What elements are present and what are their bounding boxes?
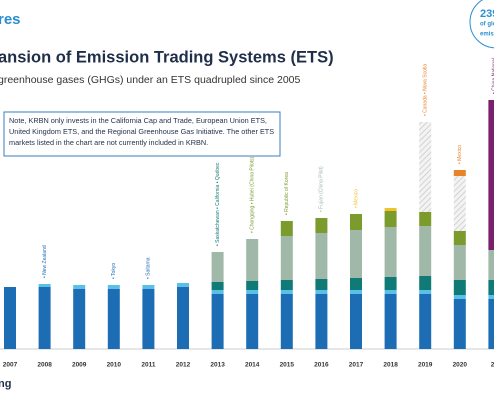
bar-segment bbox=[211, 294, 224, 349]
bar-segment bbox=[315, 233, 328, 279]
annotation: • New Zealand bbox=[42, 245, 48, 278]
bar-segment bbox=[280, 236, 293, 280]
x-tick-label: 2015 bbox=[280, 362, 295, 369]
annotation: • Mexico bbox=[457, 145, 463, 164]
note: Note, KRBN only invests in the Californi… bbox=[9, 116, 274, 147]
bar-segment bbox=[315, 294, 328, 349]
bar-segment bbox=[453, 295, 466, 299]
x-tick-label: 2020 bbox=[453, 362, 468, 369]
logo: res bbox=[0, 11, 21, 28]
bar-segment bbox=[315, 290, 328, 294]
badge-line: emis bbox=[480, 32, 494, 38]
x-tick-label: 2010 bbox=[107, 362, 122, 369]
badge-line: of glob bbox=[480, 22, 494, 28]
bar-segment bbox=[453, 176, 466, 231]
bar-segment bbox=[419, 290, 432, 294]
bar-segment bbox=[246, 294, 259, 349]
bar-segment bbox=[453, 280, 466, 295]
x-tick-label: 20 bbox=[491, 362, 494, 369]
bar-segment bbox=[280, 221, 293, 236]
bar-segment bbox=[419, 276, 432, 290]
bar-segment bbox=[384, 277, 397, 290]
chart-subtitle: greenhouse gases (GHGs) under an ETS qua… bbox=[0, 74, 301, 86]
x-tick-label: 2017 bbox=[349, 362, 364, 369]
bar-segment bbox=[280, 280, 293, 290]
bar-segment bbox=[177, 287, 189, 349]
bar-segment bbox=[142, 285, 155, 289]
annotation: • China National bbox=[492, 58, 494, 94]
bar-segment bbox=[4, 287, 16, 349]
annotation: • Republic of Korea bbox=[284, 172, 290, 215]
bar-segment bbox=[419, 122, 432, 212]
bar-segment bbox=[384, 211, 397, 227]
bar-segment bbox=[280, 294, 293, 349]
annotation: • Mexico bbox=[353, 189, 359, 208]
bar-segment bbox=[73, 289, 86, 349]
bar-segment bbox=[38, 284, 51, 287]
x-tick-label: 2014 bbox=[245, 362, 260, 369]
x-tick-label: 2019 bbox=[418, 362, 433, 369]
bar-segment bbox=[488, 295, 494, 299]
badge bbox=[469, 0, 494, 49]
annotation: • Fujian (China Pilot) bbox=[319, 166, 325, 212]
bar-segment bbox=[419, 226, 432, 276]
bar-segment bbox=[350, 278, 362, 290]
bar-segment bbox=[280, 290, 293, 294]
note-line: markets listed in the chart are not curr… bbox=[9, 138, 208, 147]
bar-segment bbox=[419, 212, 432, 226]
bar-segment bbox=[142, 289, 155, 349]
annotation: • Canada • Nova Scotia bbox=[423, 64, 429, 116]
bar-segment bbox=[453, 245, 466, 280]
bar-segment bbox=[350, 214, 362, 230]
bar-segment bbox=[211, 252, 224, 282]
bar-segment bbox=[453, 231, 466, 245]
x-tick-label: 2011 bbox=[141, 362, 155, 369]
bar-segment bbox=[246, 290, 259, 294]
annotation: • Saitama bbox=[146, 257, 152, 279]
bar-segment bbox=[246, 239, 259, 281]
bar-segment bbox=[315, 279, 328, 290]
annotation: • Saskatchewan • California • Québec bbox=[215, 162, 221, 246]
x-tick-label: 2013 bbox=[210, 362, 225, 369]
note-line: United Kingdom ETS, and the Regional Gre… bbox=[9, 127, 274, 136]
bar-segment bbox=[177, 283, 189, 287]
bar-segment bbox=[211, 290, 224, 294]
bar-segment bbox=[419, 294, 432, 349]
bar-segment bbox=[453, 299, 466, 349]
bar-segment bbox=[488, 100, 494, 250]
note-box bbox=[3, 111, 281, 157]
annotation: • Tokyo bbox=[111, 263, 117, 279]
bar-segment bbox=[107, 285, 120, 289]
x-tick-label: 2009 bbox=[72, 362, 87, 369]
bar-segment bbox=[384, 294, 397, 349]
bar-segment bbox=[384, 290, 397, 294]
bar-segment bbox=[73, 285, 86, 289]
bar-segment bbox=[38, 287, 51, 349]
note-line: Note, KRBN only invests in the Californi… bbox=[9, 116, 267, 125]
bar-segment bbox=[107, 289, 120, 349]
bar-segment bbox=[384, 227, 397, 277]
annotation: • Chongqing • Hubei (China Pilots) bbox=[250, 156, 256, 233]
bar-segment bbox=[488, 299, 494, 349]
x-tick-label: 2008 bbox=[37, 362, 52, 369]
badge-text: 239 of glob emis bbox=[480, 8, 494, 38]
bar-segment bbox=[350, 290, 362, 294]
footer-text: ng bbox=[0, 378, 11, 390]
bar-segment bbox=[488, 250, 494, 280]
bar-segment bbox=[384, 208, 397, 211]
x-tick-label: 2016 bbox=[314, 362, 329, 369]
bar-segment bbox=[350, 294, 362, 349]
bar-segment bbox=[453, 170, 466, 176]
bar-segment bbox=[350, 230, 362, 278]
bar-segment bbox=[211, 282, 224, 290]
bar-segment bbox=[315, 218, 328, 233]
badge-line: 239 bbox=[480, 8, 494, 20]
bar-segment bbox=[488, 280, 494, 295]
x-tick-label: 2012 bbox=[176, 362, 191, 369]
x-tick-label: 2007 bbox=[3, 362, 18, 369]
x-tick-label: 2018 bbox=[383, 362, 398, 369]
chart-title: ansion of Emission Trading Systems (ETS) bbox=[0, 48, 334, 66]
bar-segment bbox=[246, 281, 259, 290]
